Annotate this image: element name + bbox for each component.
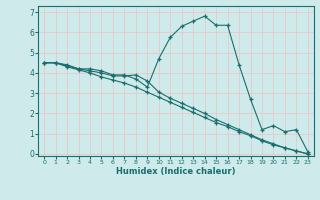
X-axis label: Humidex (Indice chaleur): Humidex (Indice chaleur)	[116, 167, 236, 176]
